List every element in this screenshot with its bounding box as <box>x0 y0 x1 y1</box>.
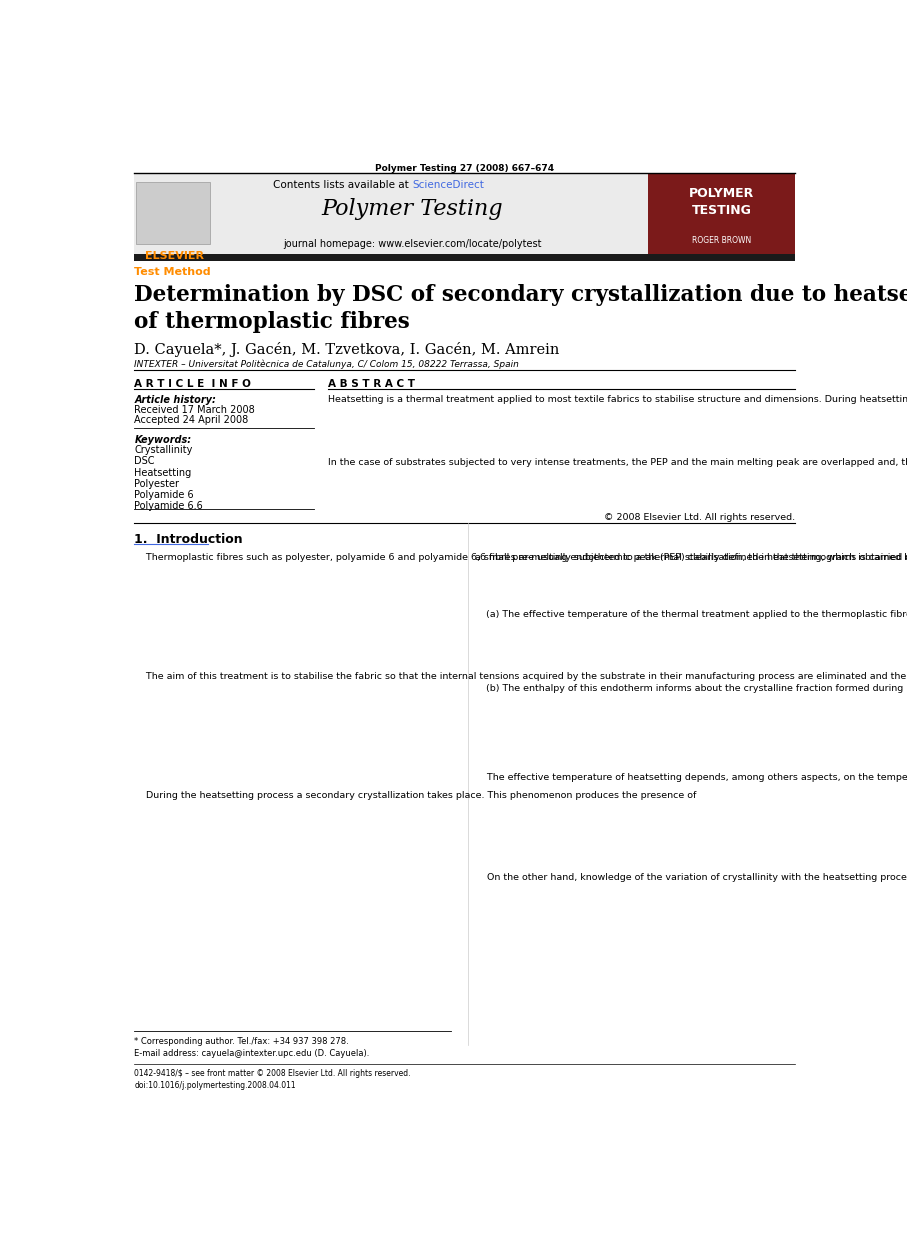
Text: Test Method: Test Method <box>134 266 211 277</box>
Text: Contents lists available at: Contents lists available at <box>273 180 412 189</box>
Text: Polymer Testing 27 (2008) 667–674: Polymer Testing 27 (2008) 667–674 <box>375 163 554 173</box>
Text: Thermoplastic fibres such as polyester, polyamide 6 and polyamide 6,6 fibres are: Thermoplastic fibres such as polyester, … <box>134 552 907 562</box>
Text: (b) The enthalpy of this endotherm informs about the crystalline fraction formed: (b) The enthalpy of this endotherm infor… <box>486 685 907 693</box>
Text: TESTING: TESTING <box>691 204 751 217</box>
Text: In the case of substrates subjected to very intense treatments, the PEP and the : In the case of substrates subjected to v… <box>327 458 907 468</box>
Text: D. Cayuela*, J. Gacén, M. Tzvetkova, I. Gacén, M. Amrein: D. Cayuela*, J. Gacén, M. Tzvetkova, I. … <box>134 342 560 357</box>
Text: The aim of this treatment is to stabilise the fabric so that the internal tensio: The aim of this treatment is to stabilis… <box>134 672 907 681</box>
Text: A B S T R A C T: A B S T R A C T <box>327 379 414 389</box>
Text: Keywords:: Keywords: <box>134 435 191 444</box>
Text: Polyamide 6.6: Polyamide 6.6 <box>134 501 203 511</box>
Bar <box>134 173 648 255</box>
Text: * Corresponding author. Tel./fax: +34 937 398 278.: * Corresponding author. Tel./fax: +34 93… <box>134 1037 349 1046</box>
Text: Determination by DSC of secondary crystallization due to heatsetting
of thermopl: Determination by DSC of secondary crysta… <box>134 284 907 333</box>
Text: Accepted 24 April 2008: Accepted 24 April 2008 <box>134 416 249 426</box>
Text: Polyester: Polyester <box>134 479 180 489</box>
Text: a small pre-melting endothermic peak (PEP) clearly defined in the thermograms ob: a small pre-melting endothermic peak (PE… <box>475 552 907 562</box>
Text: Heatsetting is a thermal treatment applied to most textile fabrics to stabilise : Heatsetting is a thermal treatment appli… <box>327 395 907 404</box>
Text: The effective temperature of heatsetting depends, among others aspects, on the t: The effective temperature of heatsetting… <box>475 773 907 782</box>
Bar <box>648 173 795 255</box>
Text: ELSEVIER: ELSEVIER <box>145 250 204 260</box>
Text: E-mail address: cayuela@intexter.upc.edu (D. Cayuela).: E-mail address: cayuela@intexter.upc.edu… <box>134 1050 370 1058</box>
Text: doi:10.1016/j.polymertesting.2008.04.011: doi:10.1016/j.polymertesting.2008.04.011 <box>134 1081 296 1089</box>
Bar <box>134 254 795 261</box>
Text: Polymer Testing: Polymer Testing <box>321 198 502 220</box>
Text: During the heatsetting process a secondary crystallization takes place. This phe: During the heatsetting process a seconda… <box>134 791 697 800</box>
Text: Polyamide 6: Polyamide 6 <box>134 490 194 500</box>
Text: INTEXTER – Universitat Politècnica de Catalunya, C/ Colom 15, 08222 Terrassa, Sp: INTEXTER – Universitat Politècnica de Ca… <box>134 359 520 369</box>
Text: ROGER BROWN: ROGER BROWN <box>692 236 751 245</box>
Text: © 2008 Elsevier Ltd. All rights reserved.: © 2008 Elsevier Ltd. All rights reserved… <box>604 513 795 521</box>
Text: ScienceDirect: ScienceDirect <box>412 180 484 189</box>
Text: A R T I C L E  I N F O: A R T I C L E I N F O <box>134 379 251 389</box>
Text: (a) The effective temperature of the thermal treatment applied to the thermoplas: (a) The effective temperature of the the… <box>486 610 907 619</box>
Text: DSC: DSC <box>134 457 155 467</box>
Text: Article history:: Article history: <box>134 395 217 405</box>
Text: journal homepage: www.elsevier.com/locate/polytest: journal homepage: www.elsevier.com/locat… <box>283 239 541 249</box>
Text: 1.  Introduction: 1. Introduction <box>134 532 243 546</box>
Text: On the other hand, knowledge of the variation of crystallinity with the heatsett: On the other hand, knowledge of the vari… <box>475 873 907 881</box>
Text: POLYMER: POLYMER <box>688 187 754 199</box>
Text: Received 17 March 2008: Received 17 March 2008 <box>134 405 255 415</box>
Bar <box>136 182 210 244</box>
Text: Crystallinity: Crystallinity <box>134 444 193 456</box>
Text: 0142-9418/$ – see front matter © 2008 Elsevier Ltd. All rights reserved.: 0142-9418/$ – see front matter © 2008 El… <box>134 1070 411 1078</box>
Text: Heatsetting: Heatsetting <box>134 468 191 478</box>
